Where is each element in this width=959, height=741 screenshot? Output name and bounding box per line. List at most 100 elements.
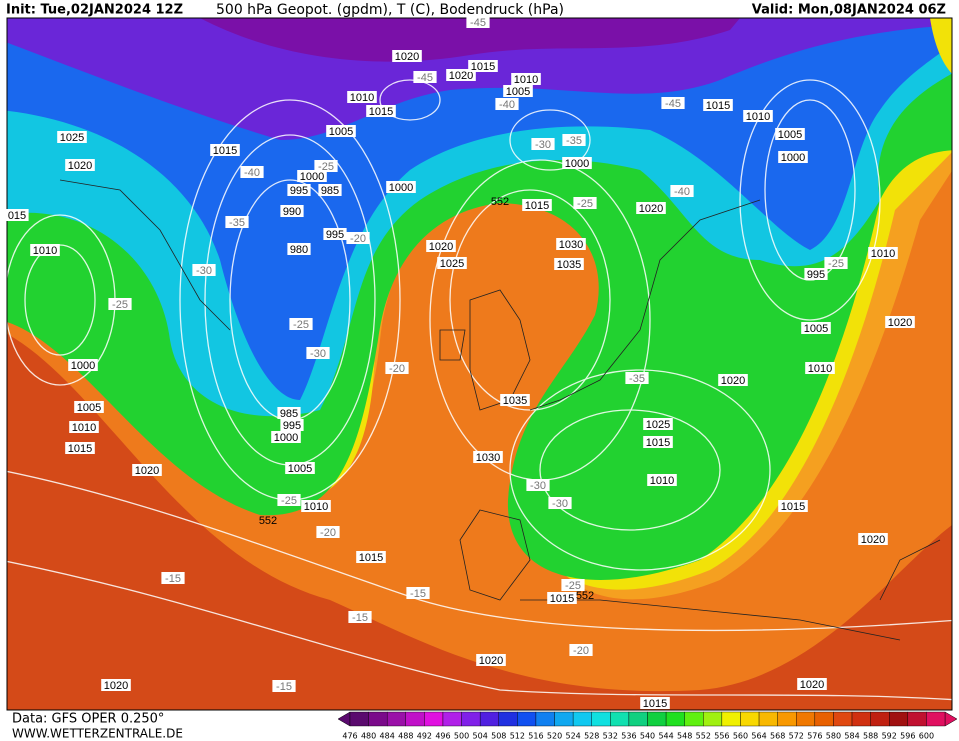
label-box	[670, 185, 694, 197]
label-box	[348, 611, 372, 623]
map-label: 1010	[808, 363, 832, 375]
label-box	[271, 431, 301, 443]
label-box	[406, 587, 430, 599]
colorbar-tick-label: 516	[528, 732, 543, 741]
colorbar-tick-label: 480	[361, 732, 376, 741]
map-label: 1005	[77, 402, 101, 414]
map-label: 1025	[440, 258, 464, 270]
colorbar-swatch	[368, 711, 388, 727]
map-label: -15	[165, 573, 181, 585]
map-label: 1015	[643, 698, 667, 710]
map-label: 985	[321, 185, 339, 197]
label-box	[554, 258, 584, 270]
colorbar-swatch	[851, 711, 871, 727]
map-label: 552	[259, 515, 277, 527]
map-label: -20	[320, 527, 336, 539]
map-label: -25	[112, 299, 128, 311]
map-label: 985	[280, 408, 298, 420]
valid-time: Valid: Mon,08JAN2024 06Z	[752, 3, 946, 18]
label-box	[285, 462, 315, 474]
field-violet	[200, 18, 740, 62]
map-label: 995	[807, 269, 825, 281]
label-box	[277, 407, 301, 419]
map-label: 1025	[646, 419, 670, 431]
label-box	[625, 372, 649, 384]
colorbar-swatch	[814, 711, 834, 727]
map-label: -30	[535, 139, 551, 151]
colorbar-tick-label: 540	[640, 732, 655, 741]
colorbar-swatch	[889, 711, 909, 727]
label-box	[287, 184, 311, 196]
label-box	[805, 362, 835, 374]
colorbar-tick-label: 544	[658, 732, 673, 741]
label-box	[569, 644, 593, 656]
label-box	[101, 679, 131, 691]
map-label: 1015	[646, 437, 670, 449]
label-box	[386, 181, 416, 193]
map-label: 1015	[213, 145, 237, 157]
label-box	[824, 257, 848, 269]
colorbar-tick-label: 492	[417, 732, 432, 741]
label-box	[301, 500, 331, 512]
map-label: -40	[499, 99, 515, 111]
map-label: 1020	[135, 465, 159, 477]
colorbar-swatch	[442, 711, 462, 727]
field-purple	[7, 18, 952, 140]
label-box	[556, 238, 586, 250]
map-label: 1010	[514, 74, 538, 86]
label-box	[703, 99, 733, 111]
map-label: 1000	[71, 360, 95, 372]
label-box	[161, 572, 185, 584]
map-label: 980	[290, 244, 308, 256]
map-label: -35	[629, 373, 645, 385]
colorbar-swatch	[665, 711, 685, 727]
map-label: 1015	[550, 593, 574, 605]
map-label: -15	[276, 681, 292, 693]
colorbar-swatch	[554, 711, 574, 727]
label-box	[797, 678, 827, 690]
map-label: 1020	[395, 51, 419, 63]
map-label: 1020	[449, 70, 473, 82]
colorbar-tick-label: 556	[714, 732, 729, 741]
map-label: -25	[318, 161, 334, 173]
label-box	[132, 464, 162, 476]
map-label: 1010	[350, 92, 374, 104]
colorbar-tick-label: 584	[844, 732, 859, 741]
label-box	[65, 159, 95, 171]
map-label: 990	[283, 206, 301, 218]
label-box	[280, 205, 304, 217]
colorbar-swatch	[647, 711, 667, 727]
colorbar-tick-label: 564	[751, 732, 766, 741]
colorbar-swatch	[461, 711, 481, 727]
colorbar-swatch	[610, 711, 630, 727]
label-box	[466, 16, 490, 28]
colorbar-tick-label: 588	[863, 732, 878, 741]
label-box	[561, 579, 585, 591]
map-label: 1020	[721, 375, 745, 387]
colorbar-tick-label: 560	[733, 732, 748, 741]
map-label: -20	[573, 645, 589, 657]
colorbar-swatch	[721, 711, 741, 727]
label-box	[74, 401, 104, 413]
label-box	[476, 654, 506, 666]
map-title: 500 hPa Geopot. (gpdm), T (C), Bodendruc…	[216, 2, 564, 18]
map-label: 995	[290, 185, 308, 197]
label-box	[392, 50, 422, 62]
colorbar-swatch	[833, 711, 853, 727]
label-box	[643, 418, 673, 430]
colorbar-swatch	[684, 711, 704, 727]
label-box	[346, 232, 370, 244]
map-label: -25	[281, 495, 297, 507]
label-box	[413, 71, 437, 83]
map-label: 1000	[274, 432, 298, 444]
label-box	[858, 533, 888, 545]
label-box	[326, 125, 356, 137]
label-box	[30, 244, 60, 256]
label-box	[306, 347, 330, 359]
map-label: -45	[665, 98, 681, 110]
label-box	[316, 526, 340, 538]
colorbar-swatch	[517, 711, 537, 727]
map-label: 1010	[871, 248, 895, 260]
map-label: 1015	[525, 200, 549, 212]
